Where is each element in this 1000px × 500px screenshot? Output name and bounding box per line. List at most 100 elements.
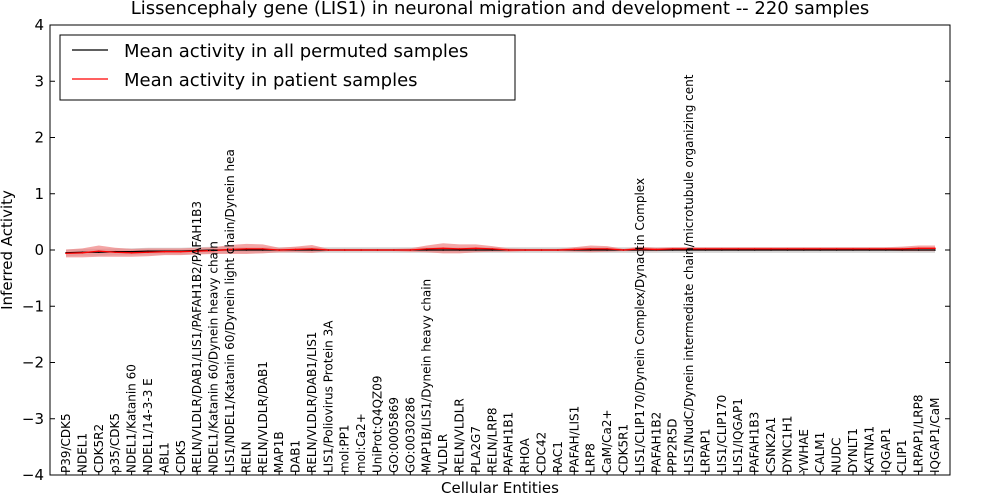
x-tick-label: RELN/VLDLR/DAB1 bbox=[256, 361, 270, 473]
point-patient bbox=[524, 249, 526, 251]
point-patient bbox=[114, 251, 116, 254]
y-tick-label: −2 bbox=[22, 354, 44, 372]
point-patient bbox=[770, 248, 772, 250]
point-patient bbox=[360, 249, 362, 251]
x-tick-label: PAFAH/LIS1 bbox=[567, 406, 581, 473]
point-permuted bbox=[425, 249, 428, 251]
x-tick-label: CDK5R1 bbox=[616, 424, 630, 473]
point-patient bbox=[212, 249, 215, 252]
point-patient bbox=[934, 247, 936, 250]
point-permuted bbox=[917, 249, 920, 251]
x-tick-label: IQGAP1/CaM bbox=[928, 398, 942, 474]
point-patient bbox=[442, 247, 444, 250]
point-patient bbox=[425, 248, 428, 250]
y-tick-label: −1 bbox=[22, 297, 44, 315]
point-patient bbox=[803, 248, 805, 250]
y-tick-label: 3 bbox=[34, 72, 44, 90]
point-patient bbox=[458, 248, 461, 250]
point-patient bbox=[311, 248, 313, 250]
point-patient bbox=[343, 249, 346, 251]
x-tick-label: ABL1 bbox=[157, 442, 171, 473]
y-tick-label: 1 bbox=[34, 185, 44, 203]
y-tick-label: 2 bbox=[34, 129, 44, 147]
point-permuted bbox=[671, 249, 674, 251]
legend-label-permuted: Mean activity in all permuted samples bbox=[124, 41, 468, 62]
point-permuted bbox=[589, 249, 592, 251]
point-patient bbox=[491, 248, 494, 250]
point-patient bbox=[97, 250, 100, 252]
point-patient bbox=[573, 248, 576, 251]
point-patient bbox=[376, 249, 379, 251]
line-patient bbox=[65, 247, 935, 255]
point-patient bbox=[163, 250, 166, 253]
point-permuted bbox=[721, 249, 723, 251]
x-tick-label: LIS1/IQGAP1 bbox=[731, 398, 745, 473]
point-permuted bbox=[688, 249, 690, 251]
point-permuted bbox=[97, 251, 100, 254]
x-tick-label: MAP1B/LIS1/Dynein heavy chain bbox=[420, 279, 434, 473]
point-patient bbox=[753, 248, 756, 250]
x-tick-label: RELN bbox=[239, 441, 253, 473]
point-patient bbox=[721, 248, 723, 250]
point-patient bbox=[819, 248, 822, 250]
point-permuted bbox=[245, 249, 248, 251]
point-patient bbox=[622, 249, 625, 251]
point-permuted bbox=[606, 249, 608, 251]
point-patient bbox=[704, 248, 707, 250]
x-tick-label: CSNK2A1 bbox=[764, 417, 778, 473]
x-tick-label: LIS1/CLIP170 bbox=[715, 395, 729, 473]
y-tick-label: −4 bbox=[22, 466, 44, 484]
point-permuted bbox=[491, 249, 494, 251]
x-tick-label: CaM/Ca2+ bbox=[600, 409, 614, 473]
x-tick-label: CDK5R2 bbox=[92, 424, 106, 473]
x-tick-label: LIS1/CLIP170/Dynein Complex/Dynactin Com… bbox=[633, 178, 647, 473]
x-tick-label: LIS1/Poliovirus Protein 3A bbox=[321, 320, 335, 473]
point-permuted bbox=[852, 249, 854, 251]
x-axis-label: Cellular Entities bbox=[441, 479, 559, 497]
x-tick-label: LRPAP1 bbox=[698, 428, 712, 473]
point-patient bbox=[606, 248, 608, 250]
x-tick-label: GO:0030286 bbox=[403, 397, 417, 473]
point-patient bbox=[81, 252, 84, 254]
point-patient bbox=[557, 249, 559, 251]
legend-label-patient: Mean activity in patient samples bbox=[124, 70, 418, 91]
point-permuted bbox=[885, 249, 887, 251]
point-patient bbox=[229, 248, 231, 251]
x-tick-label: DAB1 bbox=[289, 440, 303, 473]
x-tick-label: LRP8 bbox=[584, 443, 598, 473]
point-permuted bbox=[786, 249, 789, 251]
x-tick-label: LIS1/NudC/Dynein intermediate chain/micr… bbox=[682, 74, 696, 473]
x-tick-label: MAP1B bbox=[272, 431, 286, 473]
x-tick-label: NDEL1/Katanin 60/Dynein heavy chain bbox=[207, 241, 221, 473]
point-patient bbox=[835, 248, 838, 250]
legend: Mean activity in all permuted samples Me… bbox=[59, 34, 516, 101]
x-tick-label: PAFAH1B1 bbox=[502, 412, 516, 473]
x-tick-label: GO:0005869 bbox=[387, 397, 401, 473]
x-tick-label: PAFAH1B2 bbox=[649, 412, 663, 473]
point-patient bbox=[917, 247, 920, 250]
x-tick-label: RAC1 bbox=[551, 441, 565, 473]
point-permuted bbox=[261, 249, 264, 251]
x-tick-label: mol:Ca2+ bbox=[354, 413, 368, 473]
y-tick-label: −3 bbox=[22, 410, 44, 428]
point-patient bbox=[294, 248, 297, 251]
point-patient bbox=[393, 249, 395, 251]
point-patient bbox=[409, 249, 412, 251]
point-patient bbox=[885, 248, 887, 250]
chart-title: Lissencephaly gene (LIS1) in neuronal mi… bbox=[131, 0, 870, 19]
point-patient bbox=[589, 248, 592, 250]
x-tick-label: CALM1 bbox=[813, 432, 827, 473]
point-patient bbox=[65, 252, 67, 255]
x-tick-label: RELN/VLDLR bbox=[453, 398, 467, 473]
x-tick-label: VLDLR bbox=[436, 434, 450, 473]
point-permuted bbox=[475, 249, 477, 251]
point-permuted bbox=[819, 249, 822, 251]
y-tick-label: 0 bbox=[34, 241, 44, 259]
x-tick-label: RELN/VLDLR/DAB1/LIS1 bbox=[305, 332, 319, 473]
point-permuted bbox=[147, 250, 149, 252]
x-tick-label: UniProt:Q4QZ09 bbox=[371, 375, 385, 473]
point-patient bbox=[901, 248, 904, 250]
point-patient bbox=[278, 249, 280, 251]
x-tick-label: PAFAH1B3 bbox=[748, 412, 762, 473]
plot-border bbox=[49, 24, 951, 476]
